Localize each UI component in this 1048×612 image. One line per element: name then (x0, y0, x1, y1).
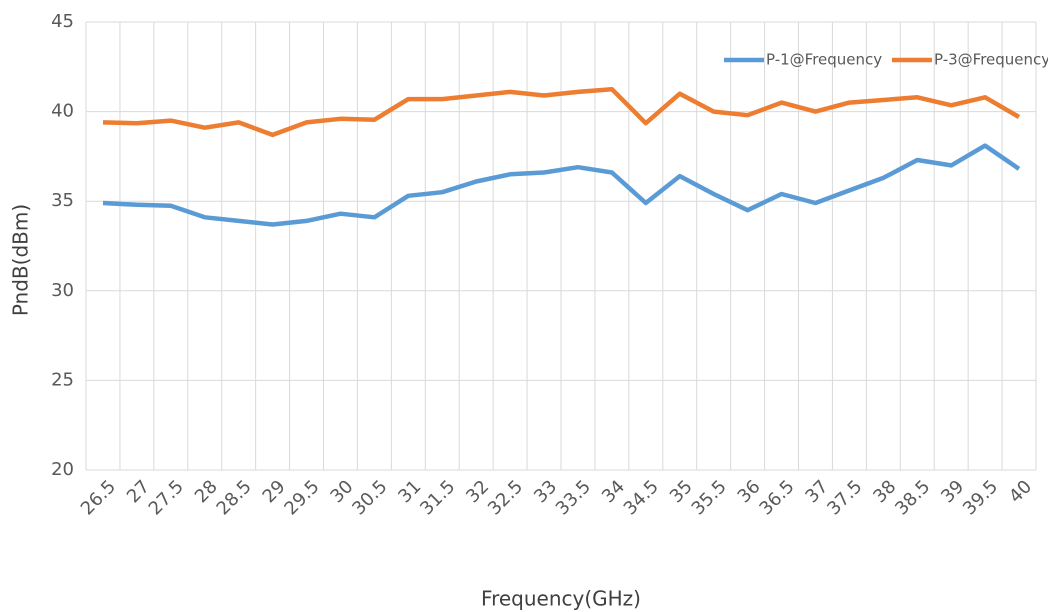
y-tick-label: 35 (51, 190, 74, 211)
x-axis-title: Frequency(GHz) (481, 587, 641, 611)
x-tick-label: 28.5 (213, 476, 256, 519)
x-tick-label: 33.5 (552, 476, 595, 519)
x-tick-label: 26.5 (77, 476, 120, 519)
y-tick-label: 25 (51, 369, 74, 390)
x-tick-label: 34.5 (620, 476, 663, 519)
x-tick-label: 32.5 (484, 476, 527, 519)
x-tick-label: 36.5 (755, 476, 798, 519)
series-line (102, 143, 1021, 227)
y-tick-label: 45 (51, 11, 74, 32)
y-tick-label: 20 (51, 459, 74, 480)
y-tick-label: 40 (51, 101, 74, 122)
x-tick-label: 38.5 (891, 476, 934, 519)
x-tick-label: 37.5 (823, 476, 866, 519)
x-tick-label: 30.5 (348, 476, 391, 519)
x-tick-label: 31.5 (416, 476, 459, 519)
x-tick-label: 40 (1005, 476, 1036, 507)
y-axis-title: PndB(dBm) (9, 204, 33, 316)
x-tick-label: 39.5 (959, 476, 1002, 519)
x-tick-label: 29.5 (280, 476, 323, 519)
legend-label: P-1@Frequency (766, 51, 882, 69)
y-tick-label: 30 (51, 280, 74, 301)
series-line (102, 86, 1021, 138)
legend-label: P-3@Frequency (934, 51, 1048, 69)
x-tick-label: 35.5 (688, 476, 731, 519)
x-tick-label: 27.5 (145, 476, 188, 519)
